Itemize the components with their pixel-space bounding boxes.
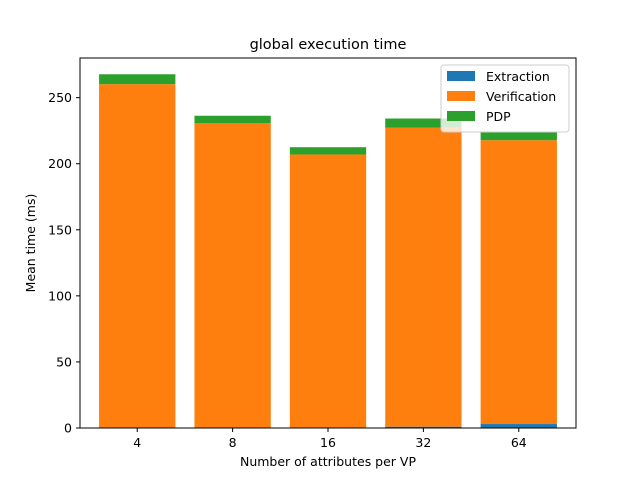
y-tick-label-200: 200	[48, 156, 72, 171]
legend-swatch-verification	[447, 91, 475, 101]
y-tick-label-250: 250	[48, 90, 72, 105]
bars-group	[99, 74, 557, 428]
bar-verification-64	[480, 140, 557, 425]
legend-swatch-pdp	[447, 111, 475, 121]
bar-pdp-4	[99, 74, 176, 85]
legend-label-verification: Verification	[486, 89, 556, 104]
y-axis-label: Mean time (ms)	[23, 194, 38, 293]
bar-extraction-64	[480, 424, 557, 428]
x-tick-label-16: 16	[320, 435, 336, 450]
bar-extraction-32	[385, 426, 462, 428]
y-tick-label-150: 150	[48, 222, 72, 237]
x-tick-label-64: 64	[511, 435, 527, 450]
y-tick-label-0: 0	[64, 421, 72, 436]
bar-pdp-64	[480, 132, 557, 141]
bar-verification-16	[289, 154, 367, 428]
chart-title: global execution time	[250, 37, 407, 53]
x-axis: 4 8 16 32 64	[133, 428, 527, 450]
x-tick-label-4: 4	[133, 435, 141, 450]
legend: Extraction Verification PDP	[440, 64, 570, 133]
plot-frame	[79, 57, 577, 429]
bar-verification-32	[385, 127, 462, 427]
bar-verification-4	[99, 84, 176, 428]
bar-pdp-32	[385, 118, 462, 128]
y-tick-label-100: 100	[48, 288, 72, 303]
bar-pdp-16	[289, 147, 367, 155]
legend-label-extraction: Extraction	[486, 69, 550, 84]
bar-pdp-8	[194, 115, 271, 124]
x-tick-label-32: 32	[415, 435, 431, 450]
x-tick-label-8: 8	[229, 435, 237, 450]
y-axis: 0 50 100 150 200 250	[48, 90, 80, 436]
legend-label-pdp: PDP	[486, 109, 511, 124]
bar-verification-8	[194, 123, 271, 428]
y-tick-label-50: 50	[56, 354, 72, 369]
x-axis-label: Number of attributes per VP	[240, 454, 417, 469]
legend-swatch-extraction	[447, 71, 475, 81]
